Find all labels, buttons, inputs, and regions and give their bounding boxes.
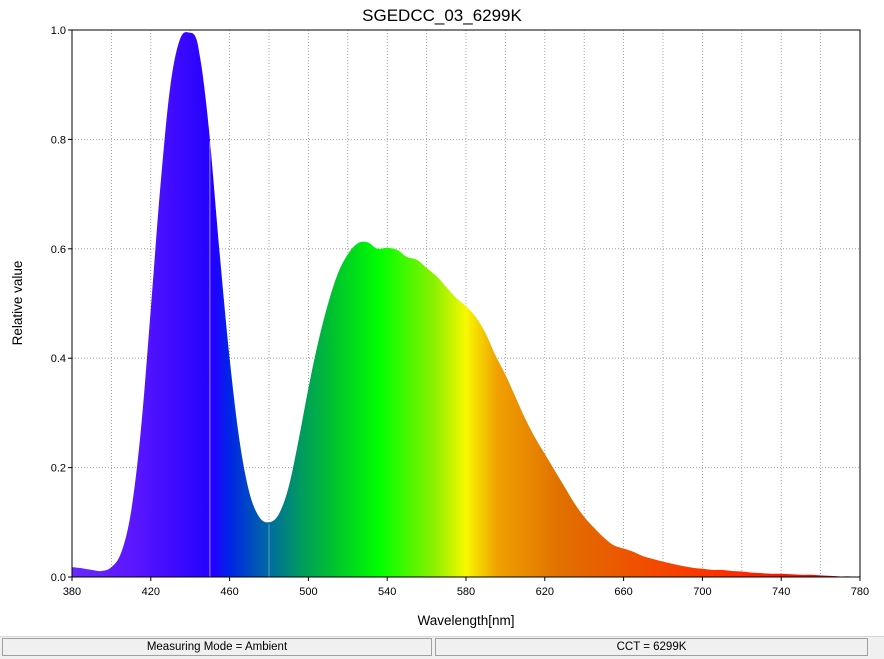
x-tick-label: 540 (378, 586, 396, 598)
x-axis-title: Wavelength[nm] (417, 613, 514, 628)
cct-panel: CCT = 6299K (435, 638, 868, 656)
x-tick-label: 580 (457, 586, 475, 598)
x-tick-label: 660 (614, 586, 632, 598)
y-tick-label: 1.0 (51, 25, 66, 37)
y-tick-label: 0.0 (51, 572, 66, 584)
y-tick-label: 0.2 (51, 463, 66, 475)
x-tick-label: 740 (772, 586, 790, 598)
chart-title: SGEDCC_03_6299K (362, 6, 522, 25)
x-tick-label: 460 (220, 586, 238, 598)
x-tick-label: 780 (851, 586, 869, 598)
status-bar: Measuring Mode = Ambient CCT = 6299K (0, 636, 884, 659)
measuring-mode-panel: Measuring Mode = Ambient (2, 638, 432, 656)
x-tick-label: 420 (142, 586, 160, 598)
x-tick-label: 500 (299, 586, 317, 598)
y-tick-label: 0.8 (51, 134, 66, 146)
x-tick-label: 700 (693, 586, 711, 598)
axis-ticks: 380 420 460 500 540 580 620 660 700 740 780 0.0 0.2 0… (51, 25, 869, 598)
y-tick-label: 0.4 (51, 353, 66, 365)
x-tick-label: 380 (63, 586, 81, 598)
spectrum-chart: 380 420 460 500 540 580 620 660 700 740 780 0.0 0.2 0… (10, 6, 869, 628)
x-tick-label: 620 (536, 586, 554, 598)
spectrum-area (72, 32, 860, 578)
y-axis-title: Relative value (10, 261, 25, 346)
y-tick-label: 0.6 (51, 244, 66, 256)
